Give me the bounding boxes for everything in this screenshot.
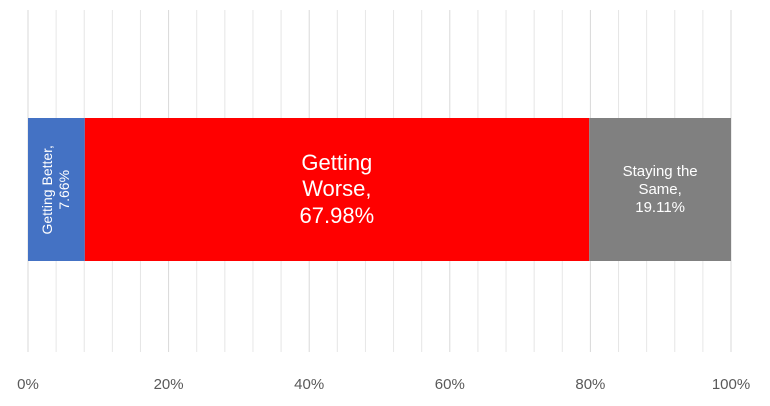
data-label: Getting Better, 7.66%	[39, 144, 73, 235]
x-tick-label: 0%	[17, 376, 39, 393]
data-label: Getting Worse, 67.98%	[299, 150, 375, 228]
x-tick-label: 20%	[154, 376, 184, 393]
bar-segment	[589, 118, 731, 261]
x-tick-label: 80%	[575, 376, 605, 393]
x-tick-label: 60%	[435, 376, 465, 393]
data-label: Staying the Same, 19.11%	[622, 162, 698, 216]
x-tick-label: 100%	[712, 376, 750, 393]
bar-segment	[28, 118, 85, 261]
x-tick-label: 40%	[294, 376, 324, 393]
bar-segment	[84, 118, 590, 261]
